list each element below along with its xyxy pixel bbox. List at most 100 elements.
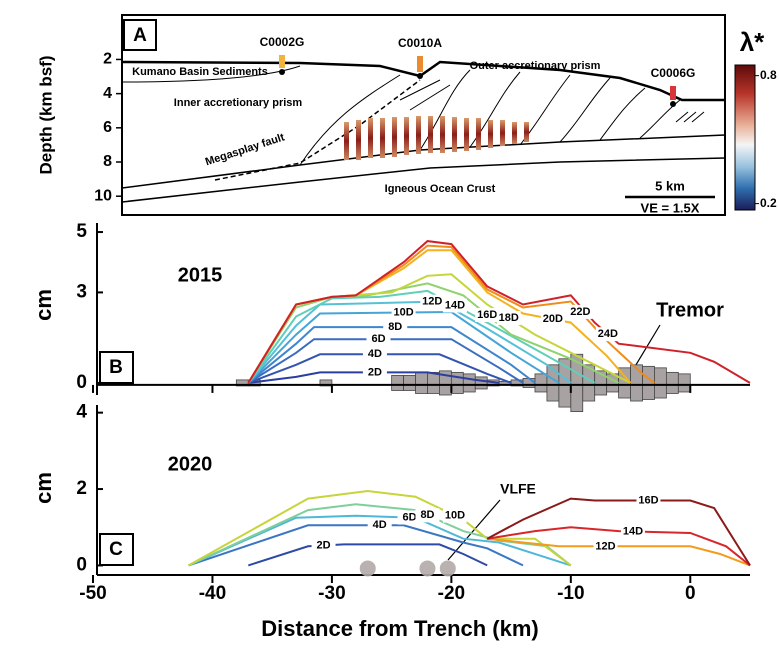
- colorbar-tick-label: 0.8: [760, 68, 777, 82]
- series-label-bg: [620, 524, 645, 539]
- panel-label: A: [133, 25, 147, 46]
- y-tick-label: 2: [76, 478, 87, 499]
- y-tick-label: 2: [103, 51, 112, 68]
- y-tick-label: 5: [76, 221, 87, 242]
- series-line: [188, 524, 524, 567]
- site-dot: [670, 101, 676, 107]
- series-line: [188, 489, 572, 567]
- y-tick-label: 10: [94, 187, 112, 204]
- site-label: C0010A: [398, 36, 442, 50]
- pointer: [447, 499, 501, 561]
- tremor-bar: [462, 373, 476, 393]
- vlfe-point: [419, 560, 436, 577]
- scale-label: 5 km: [655, 178, 685, 193]
- year-label: 2020: [168, 453, 213, 475]
- tremor-bar: [427, 371, 440, 394]
- x-tick-label: -40: [199, 583, 226, 604]
- tremor-bar: [391, 374, 404, 391]
- tremor-bar: [654, 367, 667, 399]
- series-label-bg: [415, 508, 440, 523]
- y-axis-label: cm: [31, 472, 56, 504]
- tremor-bar: [677, 373, 691, 393]
- region-label: Megasplay fault: [204, 131, 287, 168]
- vlfe-point: [359, 560, 376, 577]
- series-label-bg: [311, 538, 336, 553]
- tremor-bar: [522, 378, 536, 388]
- series-label-bg: [442, 298, 467, 313]
- series-line: [247, 543, 488, 567]
- series-label-bg: [391, 305, 416, 320]
- site-dot: [417, 73, 423, 79]
- series-label: 10D: [393, 306, 413, 318]
- y-axis-label: Depth (km bsf): [36, 56, 55, 175]
- y-tick-label: 4: [103, 85, 112, 102]
- series-line: [487, 526, 751, 567]
- x-tick-label: -50: [79, 583, 106, 604]
- panel-box: [99, 351, 134, 384]
- series-label: 2D: [368, 366, 382, 378]
- series-label: 10D: [445, 510, 465, 522]
- series-label-bg: [383, 320, 408, 335]
- series-label: 12D: [422, 296, 442, 308]
- tremor-bar: [642, 365, 655, 400]
- panel-box: [99, 533, 134, 566]
- series-line: [486, 497, 751, 566]
- series-label: 14D: [445, 299, 465, 311]
- region-label: Inner accretionary prism: [174, 97, 303, 109]
- series-line: [247, 326, 536, 384]
- series-line: [247, 289, 596, 384]
- series-label: 24D: [598, 328, 618, 340]
- site-label: C0002G: [260, 35, 305, 49]
- series-label: 20D: [543, 313, 563, 325]
- region-label: Kumano Basin Sediments: [132, 66, 268, 78]
- colorbar-tick-label: 0.2: [760, 196, 777, 210]
- series-label-bg: [540, 312, 565, 327]
- vlfe-point: [439, 560, 456, 577]
- tremor-bar: [534, 373, 548, 393]
- x-tick-label: 0: [685, 583, 696, 604]
- series-label-bg: [593, 539, 618, 554]
- site-marker: [417, 56, 423, 72]
- tremor-bar: [319, 379, 333, 387]
- lambda-columns: [344, 116, 529, 160]
- site-marker: [279, 55, 285, 68]
- series-label-bg: [367, 518, 392, 533]
- tremor-bar: [403, 374, 416, 391]
- y-tick-label: 0: [76, 554, 87, 575]
- panel-box: [123, 19, 157, 51]
- series-label: 14D: [623, 525, 643, 537]
- y-tick-label: 0: [76, 372, 87, 393]
- year-label: 2015: [178, 264, 223, 286]
- series-label: 12D: [595, 540, 615, 552]
- y-axis-label: cm: [31, 289, 56, 321]
- x-tick-label: -20: [438, 583, 465, 604]
- panel-label: C: [109, 539, 123, 560]
- series-label-bg: [420, 294, 445, 309]
- ve-label: VE = 1.5X: [641, 200, 700, 215]
- series-label: 4D: [373, 519, 387, 531]
- series-label-bg: [636, 493, 661, 508]
- series-label: 6D: [403, 511, 417, 523]
- y-tick-label: 6: [103, 119, 112, 136]
- series-line: [247, 310, 560, 384]
- series-label-bg: [362, 347, 387, 362]
- tremor-label: Tremor: [656, 299, 724, 321]
- series-label: 22D: [570, 306, 590, 318]
- y-tick-label: 4: [76, 402, 87, 423]
- series-label: 2D: [317, 539, 331, 551]
- series-label: 18D: [499, 312, 519, 324]
- colorbar: [734, 64, 756, 211]
- region-label: Igneous Ocean Crust: [385, 183, 496, 195]
- site-dot: [279, 69, 285, 75]
- series-line: [247, 282, 620, 384]
- series-label-bg: [568, 304, 593, 319]
- x-tick-label: -10: [557, 583, 584, 604]
- colorbar-title: λ*: [740, 27, 765, 57]
- series-label: 8D: [420, 509, 434, 521]
- y-tick-label: 3: [76, 281, 87, 302]
- series-label-bg: [442, 508, 467, 523]
- section-lines: [121, 60, 726, 203]
- series-label: 16D: [638, 494, 658, 506]
- series-label-bg: [366, 332, 391, 347]
